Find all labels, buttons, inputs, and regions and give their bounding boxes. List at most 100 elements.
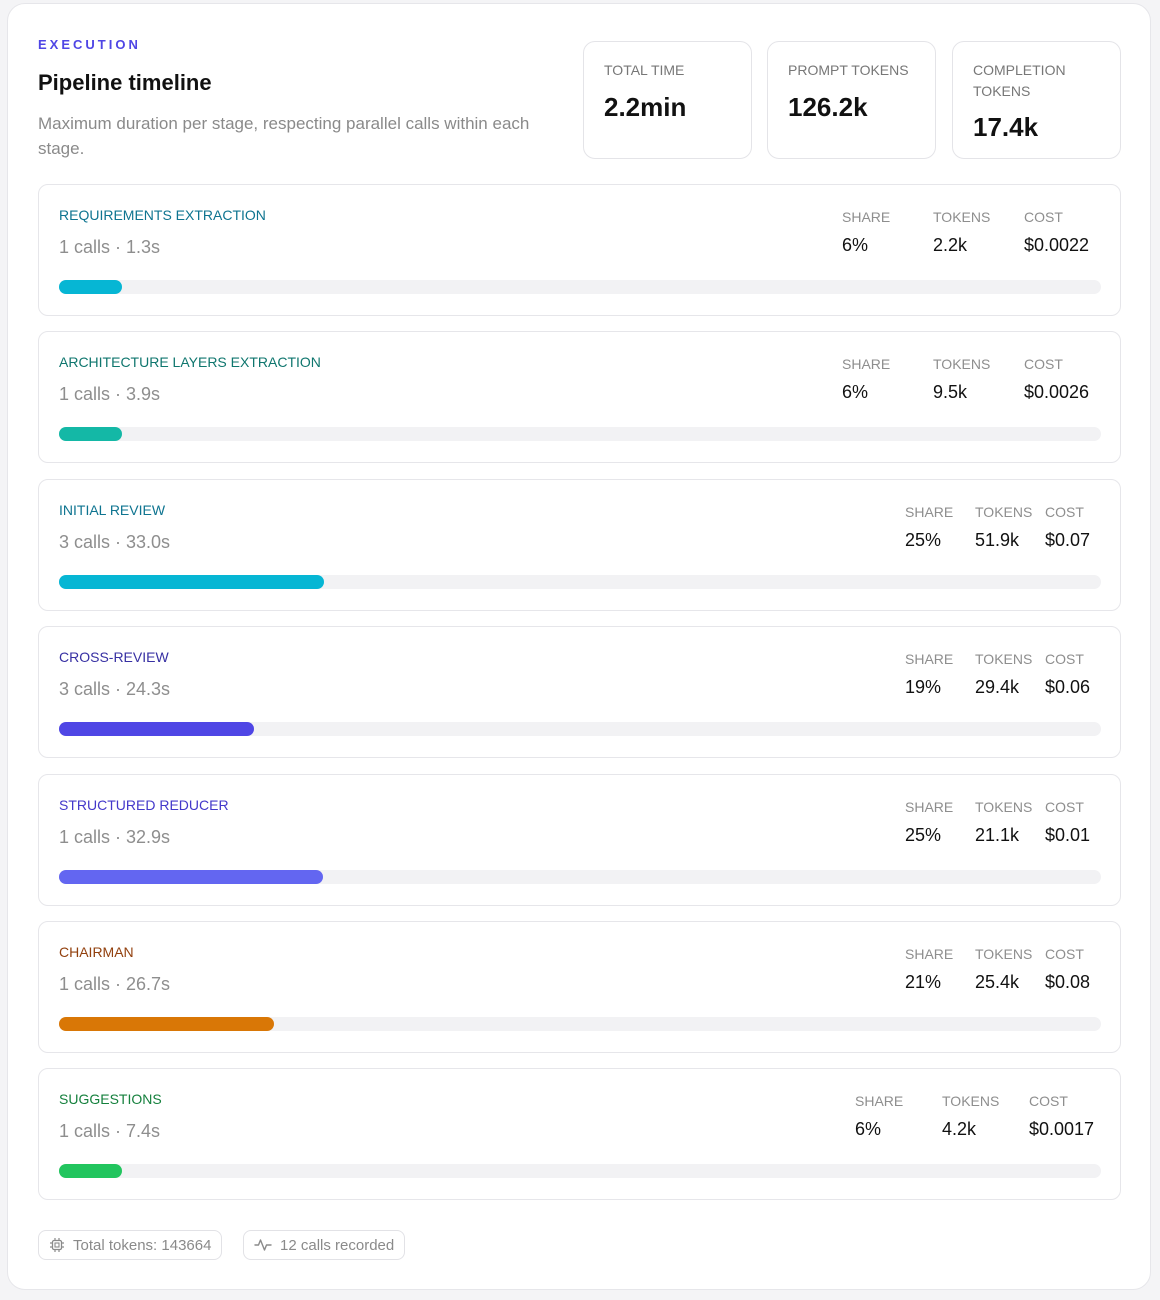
stage-progress-fill bbox=[59, 1017, 274, 1031]
page-subtitle: Maximum duration per stage, respecting p… bbox=[38, 114, 530, 158]
metric-label: SHARE bbox=[905, 504, 954, 520]
stage-metric-cost: COST $0.0022 bbox=[1024, 209, 1089, 256]
stage-metric-tokens: TOKENS 4.2k bbox=[942, 1093, 999, 1140]
stage-card: CHAIRMAN 1 calls · 26.7s SHARE 21% TOKENS 25.… bbox=[38, 921, 1121, 1053]
calls-recorded-chip: 12 calls recorded bbox=[243, 1230, 406, 1260]
calls-recorded-text: 12 calls recorded bbox=[280, 1236, 395, 1254]
page-title: Pipeline timeline bbox=[38, 70, 212, 95]
stage-name: CHAIRMAN bbox=[59, 944, 134, 960]
total-tokens-chip: Total tokens: 143664 bbox=[38, 1230, 223, 1260]
metric-label: SHARE bbox=[842, 209, 891, 225]
stage-progress-fill bbox=[59, 722, 254, 736]
metric-label: COST bbox=[1045, 504, 1084, 520]
stage-card: STRUCTURED REDUCER 1 calls · 32.9s SHARE 25… bbox=[38, 774, 1121, 906]
metric-value: 6% bbox=[842, 382, 869, 402]
stage-calls-duration: 1 calls · 1.3s bbox=[59, 237, 161, 257]
stage-metric-cost: COST $0.0026 bbox=[1024, 356, 1089, 403]
metric-value: $0.0022 bbox=[1024, 235, 1090, 255]
stage-calls-duration: 1 calls · 26.7s bbox=[59, 974, 171, 994]
stage-metric-share: SHARE 21% bbox=[905, 946, 953, 993]
stage-name: REQUIREMENTS EXTRACTION bbox=[59, 207, 266, 223]
metric-value: 9.5k bbox=[933, 382, 968, 402]
metric-label: COST bbox=[1024, 209, 1063, 225]
total-tokens-text: Total tokens: 143664 bbox=[73, 1236, 212, 1254]
stage-progress-track bbox=[59, 870, 1101, 884]
section-eyebrow: EXECUTION bbox=[38, 37, 141, 52]
stage-metric-cost: COST $0.06 bbox=[1045, 651, 1090, 698]
stage-name: SUGGESTIONS bbox=[59, 1091, 162, 1107]
metric-value: $0.0026 bbox=[1024, 382, 1090, 402]
stage-metric-cost: COST $0.07 bbox=[1045, 504, 1090, 551]
metric-label: SHARE bbox=[855, 1093, 904, 1109]
metric-label: SHARE bbox=[905, 946, 954, 962]
metric-label: COST bbox=[1024, 356, 1063, 372]
metric-value: 25.4k bbox=[975, 972, 1020, 992]
metric-value: $0.01 bbox=[1045, 825, 1091, 845]
metric-value: $0.06 bbox=[1045, 677, 1091, 697]
stage-name: ARCHITECTURE LAYERS EXTRACTION bbox=[59, 354, 321, 370]
stage-metric-share: SHARE 25% bbox=[905, 799, 953, 846]
cpu-icon bbox=[50, 1238, 64, 1252]
metric-value: 6% bbox=[855, 1119, 882, 1139]
stat-label: COMPLETION TOKENS bbox=[973, 62, 1066, 99]
stage-card: SUGGESTIONS 1 calls · 7.4s SHARE 6% TOKENS 4.… bbox=[38, 1068, 1121, 1200]
metric-label: TOKENS bbox=[933, 209, 991, 225]
stage-name: INITIAL REVIEW bbox=[59, 502, 166, 518]
activity-icon bbox=[254, 1239, 272, 1251]
stage-metric-cost: COST $0.0017 bbox=[1029, 1093, 1094, 1140]
metric-value: 4.2k bbox=[942, 1119, 977, 1139]
metric-value: 29.4k bbox=[975, 677, 1020, 697]
metric-label: COST bbox=[1029, 1093, 1068, 1109]
metric-label: TOKENS bbox=[975, 946, 1033, 962]
stage-progress-track bbox=[59, 1017, 1101, 1031]
stat-card-total-time: TOTAL TIME 2.2min bbox=[583, 41, 752, 159]
stage-metric-share: SHARE 25% bbox=[905, 504, 953, 551]
stage-progress-fill bbox=[59, 575, 324, 589]
metric-label: SHARE bbox=[905, 799, 954, 815]
metric-value: $0.0017 bbox=[1029, 1119, 1095, 1139]
metric-value: 21% bbox=[905, 972, 942, 992]
stage-metric-tokens: TOKENS 21.1k bbox=[975, 799, 1032, 846]
stage-progress-track bbox=[59, 1164, 1101, 1178]
stage-calls-duration: 3 calls · 33.0s bbox=[59, 532, 171, 552]
stat-value: 126.2k bbox=[788, 92, 868, 122]
stat-card-completion-tokens: COMPLETION TOKENS 17.4k bbox=[952, 41, 1121, 159]
stat-label: PROMPT TOKENS bbox=[788, 62, 909, 78]
metric-label: SHARE bbox=[842, 356, 891, 372]
stage-progress-fill bbox=[59, 1164, 122, 1178]
stage-progress-fill bbox=[59, 870, 323, 884]
stage-card: ARCHITECTURE LAYERS EXTRACTION 1 calls · … bbox=[38, 331, 1121, 463]
stage-metric-tokens: TOKENS 25.4k bbox=[975, 946, 1032, 993]
stage-card: CROSS-REVIEW 3 calls · 24.3s SHARE 19% TOKEN… bbox=[38, 626, 1121, 758]
stage-card: REQUIREMENTS EXTRACTION 1 calls · 1.3s SHA… bbox=[38, 184, 1121, 316]
metric-value: 25% bbox=[905, 530, 942, 550]
stage-metric-tokens: TOKENS 29.4k bbox=[975, 651, 1032, 698]
stage-name: CROSS-REVIEW bbox=[59, 649, 169, 665]
stage-calls-duration: 1 calls · 3.9s bbox=[59, 384, 161, 404]
stage-card: INITIAL REVIEW 3 calls · 33.0s SHARE 25% TOK… bbox=[38, 479, 1121, 611]
stage-metric-tokens: TOKENS 9.5k bbox=[933, 356, 990, 403]
stat-card-prompt-tokens: PROMPT TOKENS 126.2k bbox=[767, 41, 936, 159]
metric-label: COST bbox=[1045, 651, 1084, 667]
stage-metric-share: SHARE 6% bbox=[842, 209, 890, 256]
metric-value: 6% bbox=[842, 235, 869, 255]
stage-progress-fill bbox=[59, 280, 122, 294]
stage-metric-cost: COST $0.08 bbox=[1045, 946, 1090, 993]
stage-progress-track bbox=[59, 427, 1101, 441]
stage-progress-track bbox=[59, 575, 1101, 589]
metric-value: 2.2k bbox=[933, 235, 968, 255]
metric-label: TOKENS bbox=[942, 1093, 1000, 1109]
stage-calls-duration: 3 calls · 24.3s bbox=[59, 679, 171, 699]
stage-metric-tokens: TOKENS 2.2k bbox=[933, 209, 990, 256]
metric-label: TOKENS bbox=[975, 504, 1033, 520]
pipeline-timeline-panel: EXECUTION Pipeline timeline Maximum dura… bbox=[7, 3, 1151, 1290]
stage-metric-share: SHARE 6% bbox=[842, 356, 890, 403]
stage-calls-duration: 1 calls · 7.4s bbox=[59, 1121, 161, 1141]
stage-progress-track bbox=[59, 280, 1101, 294]
metric-label: TOKENS bbox=[975, 799, 1033, 815]
stat-value: 17.4k bbox=[973, 112, 1039, 142]
metric-value: 19% bbox=[905, 677, 942, 697]
metric-value: 51.9k bbox=[975, 530, 1020, 550]
stage-metric-share: SHARE 19% bbox=[905, 651, 953, 698]
stage-metric-tokens: TOKENS 51.9k bbox=[975, 504, 1032, 551]
